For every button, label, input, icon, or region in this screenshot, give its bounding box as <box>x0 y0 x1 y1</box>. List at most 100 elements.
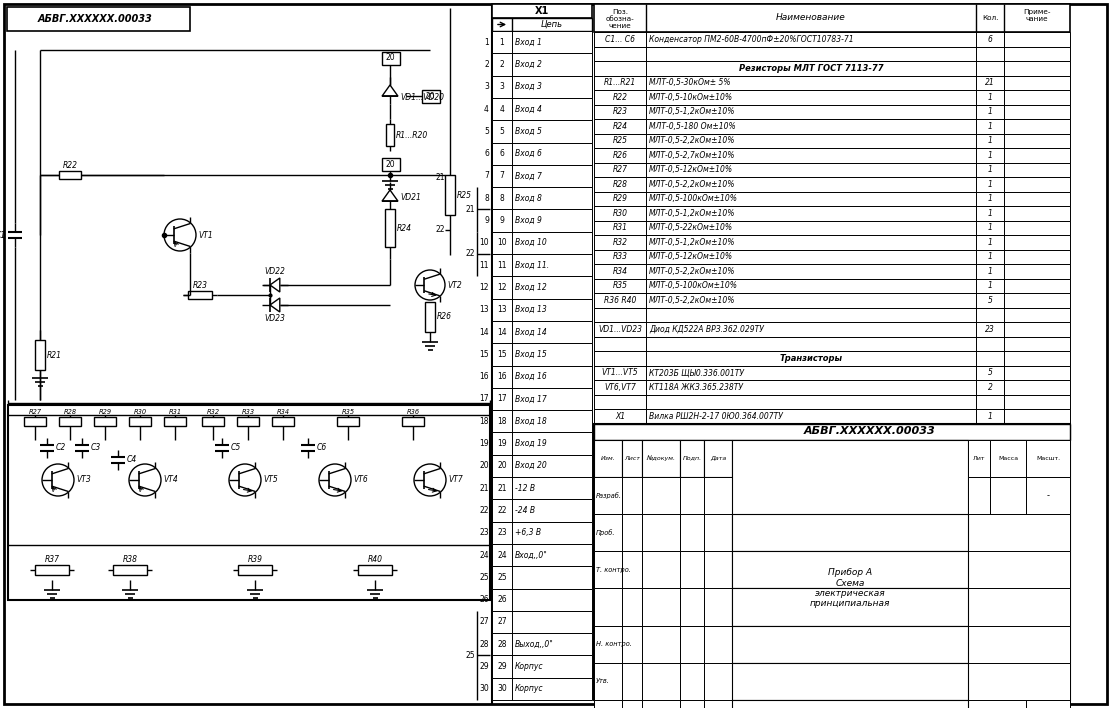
Text: VD22: VD22 <box>264 267 286 276</box>
Text: АБВГ.XXXXXX.00033: АБВГ.XXXXXX.00033 <box>38 14 152 24</box>
Text: Вход 12: Вход 12 <box>516 283 547 292</box>
Bar <box>594 235 1070 249</box>
Text: R23: R23 <box>612 107 628 116</box>
Text: Разраб.: Разраб. <box>595 492 622 498</box>
Bar <box>680 588 704 626</box>
Bar <box>594 264 1070 278</box>
Text: 2: 2 <box>484 60 489 69</box>
Bar <box>446 175 456 215</box>
Bar <box>492 499 592 522</box>
Text: R1...R21: R1...R21 <box>604 79 637 87</box>
Text: 21: 21 <box>466 205 476 214</box>
Text: 26: 26 <box>479 595 489 604</box>
Bar <box>94 417 116 426</box>
Text: VD21: VD21 <box>400 193 421 202</box>
Text: МЛТ-0,5-2,2кОм±10%: МЛТ-0,5-2,2кОм±10% <box>649 136 735 145</box>
Text: 11: 11 <box>498 261 507 270</box>
Text: 30: 30 <box>497 685 507 693</box>
Bar <box>492 18 592 31</box>
Bar <box>594 90 1070 105</box>
Bar <box>272 417 294 426</box>
Bar <box>594 191 1070 206</box>
Text: Вход 6: Вход 6 <box>516 149 542 158</box>
Text: КТ203Б ЩЫ0.336.001ТУ: КТ203Б ЩЫ0.336.001ТУ <box>649 368 744 377</box>
Text: 1: 1 <box>988 194 992 203</box>
Bar <box>968 476 990 514</box>
Bar <box>622 476 642 514</box>
Bar <box>968 700 1025 708</box>
Bar <box>492 410 592 433</box>
Text: 15: 15 <box>479 350 489 359</box>
Text: R22: R22 <box>612 93 628 102</box>
Text: R1...R20: R1...R20 <box>396 131 428 139</box>
Bar <box>968 588 1070 626</box>
Bar <box>36 340 46 370</box>
Text: 21: 21 <box>985 79 994 87</box>
Text: 17: 17 <box>479 394 489 404</box>
Text: Вход 11.: Вход 11. <box>516 261 549 270</box>
Bar <box>594 336 1070 351</box>
Bar <box>492 455 592 477</box>
Text: Вход 18: Вход 18 <box>516 417 547 426</box>
Bar <box>594 220 1070 235</box>
Text: C1: C1 <box>0 231 6 239</box>
Bar <box>36 565 69 575</box>
Bar <box>164 417 186 426</box>
Bar <box>680 663 704 700</box>
Bar <box>492 98 592 120</box>
Text: 19: 19 <box>479 439 489 448</box>
Bar <box>492 611 592 633</box>
Text: 10: 10 <box>498 239 507 247</box>
Text: R36 R40: R36 R40 <box>603 296 637 304</box>
Text: МЛТ-0,5-22кОм±10%: МЛТ-0,5-22кОм±10% <box>649 223 733 232</box>
Bar <box>492 433 592 455</box>
Text: 9: 9 <box>484 216 489 225</box>
Text: 13: 13 <box>498 305 507 314</box>
Text: 20: 20 <box>386 54 394 62</box>
Text: C5: C5 <box>231 443 241 452</box>
Text: R24: R24 <box>397 224 412 233</box>
Text: МЛТ-0,5-1,2кОм±10%: МЛТ-0,5-1,2кОм±10% <box>649 238 735 247</box>
Bar <box>129 417 151 426</box>
Bar <box>202 417 224 426</box>
Text: Лист: Лист <box>624 456 640 461</box>
Text: R24: R24 <box>612 122 628 131</box>
Text: Вход 3: Вход 3 <box>516 82 542 91</box>
Bar <box>594 177 1070 191</box>
Text: R27: R27 <box>612 165 628 174</box>
Text: Подп.: Подп. <box>682 456 701 461</box>
Text: Поз.
обозна-
чение: Поз. обозна- чение <box>605 9 634 29</box>
Text: Диод КД522А ВРЗ.362.029ТУ: Диод КД522А ВРЗ.362.029ТУ <box>649 325 764 333</box>
Bar <box>594 423 1070 700</box>
Bar <box>8 405 490 600</box>
Text: Вилка РШ2Н-2-17 0Ю0.364.007ТУ: Вилка РШ2Н-2-17 0Ю0.364.007ТУ <box>649 412 783 421</box>
Bar <box>492 588 592 611</box>
Text: R38: R38 <box>122 555 138 564</box>
Text: 8: 8 <box>484 194 489 202</box>
Text: X1: X1 <box>534 6 549 16</box>
Text: Масса: Масса <box>998 456 1018 461</box>
Bar <box>990 440 1025 476</box>
Text: 1: 1 <box>988 412 992 421</box>
Bar <box>622 663 642 700</box>
Bar <box>594 278 1070 293</box>
Bar <box>594 380 1070 394</box>
Text: C6: C6 <box>317 443 328 452</box>
Bar <box>594 119 1070 134</box>
Text: 5: 5 <box>484 127 489 136</box>
Text: VT6,VT7: VT6,VT7 <box>604 383 635 392</box>
Text: Вход 5: Вход 5 <box>516 127 542 136</box>
Text: VD23: VD23 <box>264 314 286 323</box>
Bar <box>594 4 1070 32</box>
Text: 4: 4 <box>484 105 489 113</box>
Bar <box>594 47 1070 61</box>
Text: МЛТ-0,5-10кОм±10%: МЛТ-0,5-10кОм±10% <box>649 93 733 102</box>
Text: Вход 10: Вход 10 <box>516 239 547 247</box>
Text: 26: 26 <box>498 595 507 604</box>
Text: R26: R26 <box>437 312 452 321</box>
Text: 1: 1 <box>988 165 992 174</box>
Text: 1: 1 <box>484 38 489 47</box>
Text: R27: R27 <box>29 409 41 415</box>
Bar <box>492 276 592 299</box>
Text: 15: 15 <box>498 350 507 359</box>
